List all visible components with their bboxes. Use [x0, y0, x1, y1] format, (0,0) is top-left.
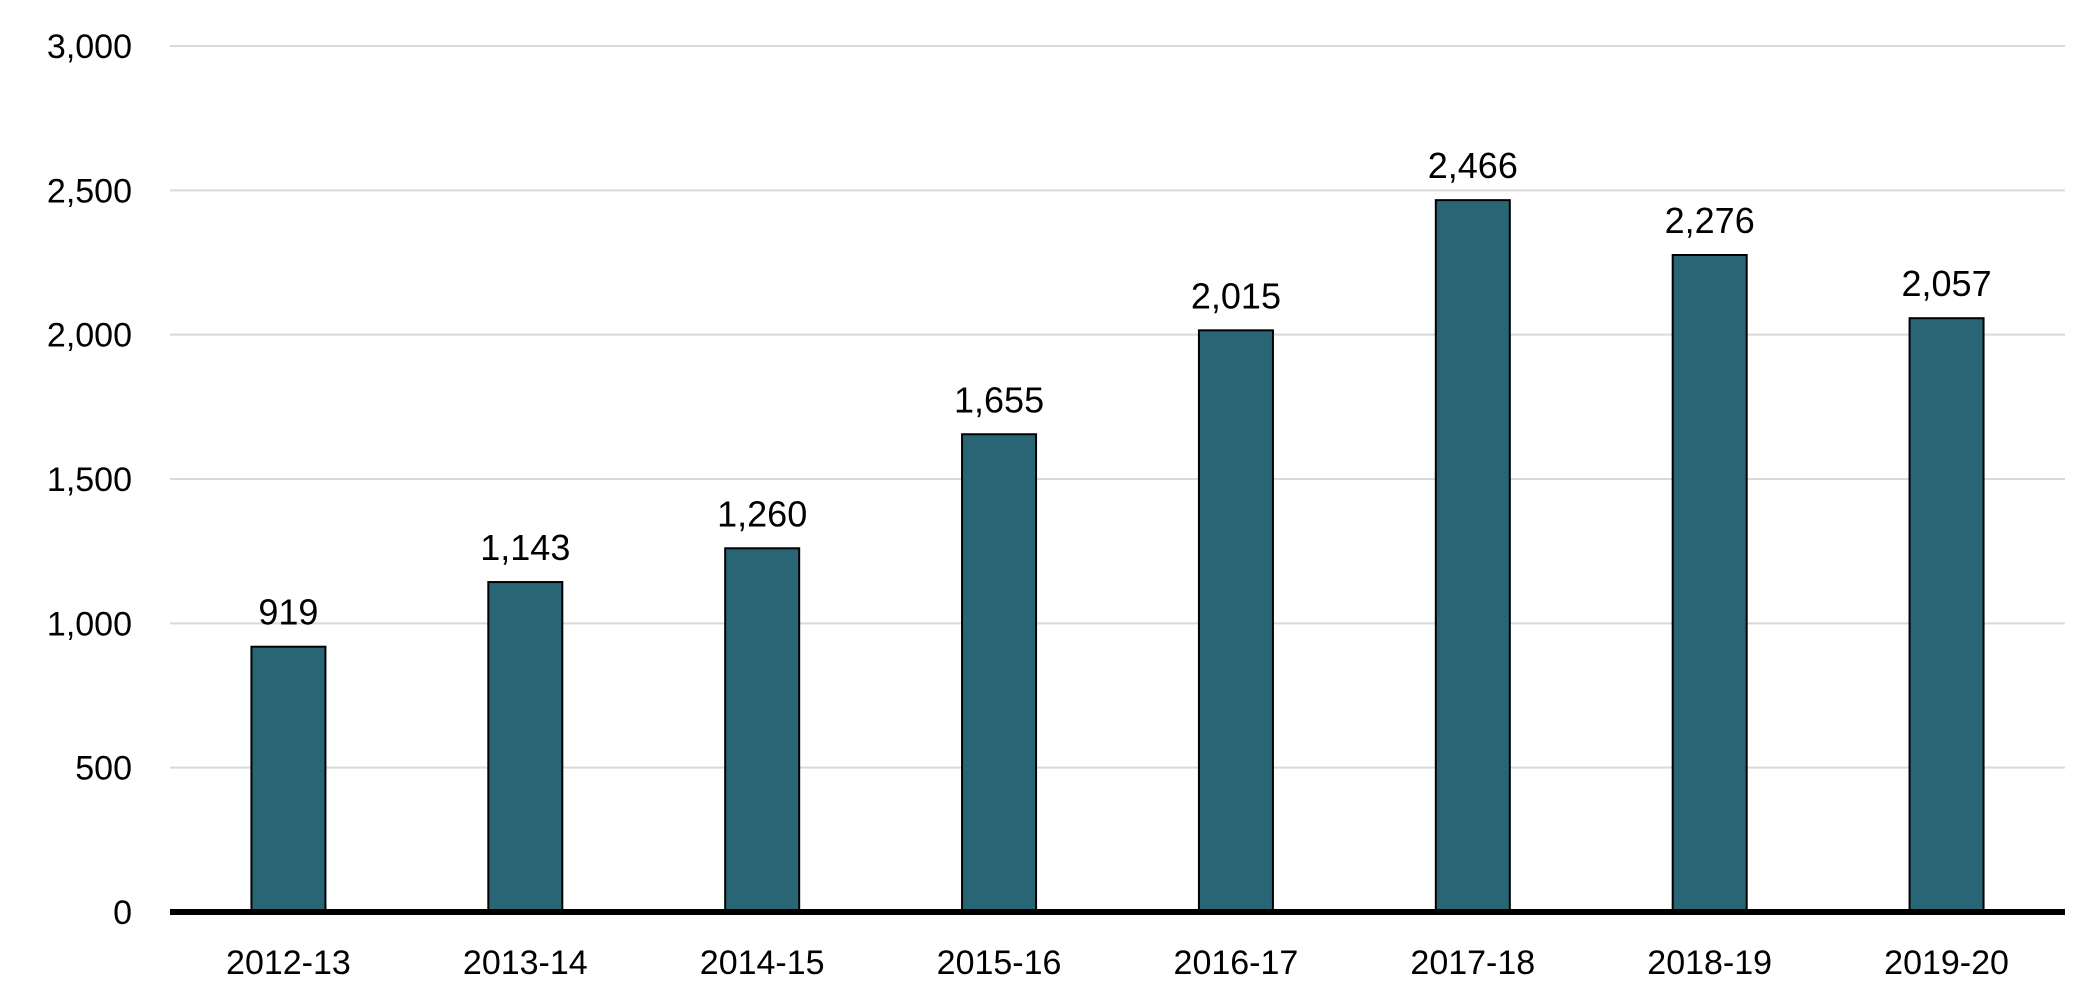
data-label: 1,143 [480, 527, 570, 568]
bar-2018-19 [1671, 253, 1748, 913]
bar-2015-16 [961, 433, 1038, 913]
bar-2013-14 [487, 581, 564, 914]
data-label: 1,655 [954, 379, 1044, 420]
x-tick-label: 2019-20 [1884, 944, 2009, 982]
y-tick-label: 2,000 [47, 317, 132, 355]
x-axis-tick-labels: 2012-13 2013-14 2014-15 2015-16 2016-17 2017-… [226, 944, 2009, 982]
x-tick-label: 2014-15 [700, 944, 825, 982]
gridlines [170, 45, 2065, 769]
data-label: 919 [258, 592, 318, 633]
data-label: 1,260 [717, 493, 807, 534]
x-tick-label: 2015-16 [937, 944, 1062, 982]
x-tick-label: 2017-18 [1410, 944, 1535, 982]
x-tick-label: 2013-14 [463, 944, 588, 982]
y-tick-label: 1,000 [47, 605, 132, 643]
x-tick-label: 2018-19 [1647, 944, 1772, 982]
y-tick-label: 3,000 [47, 28, 132, 66]
y-tick-label: 500 [75, 750, 132, 788]
x-tick-label: 2016-17 [1174, 944, 1299, 982]
x-tick-label: 2012-13 [226, 944, 351, 982]
bar-2019-20 [1908, 317, 1985, 914]
y-tick-label: 1,500 [47, 461, 132, 499]
bar-2017-18 [1434, 199, 1511, 913]
y-tick-label: 2,500 [47, 172, 132, 210]
data-label: 2,057 [1902, 263, 1992, 304]
bar-2014-15 [724, 547, 801, 914]
data-label: 2,466 [1428, 145, 1518, 186]
bar-2012-13 [250, 645, 327, 913]
data-label: 2,015 [1191, 275, 1281, 316]
data-labels: 919 1,143 1,260 1,655 2,015 2,466 2,276 2,057 [258, 145, 1991, 633]
bar-2016-17 [1197, 329, 1274, 913]
bars [250, 199, 1985, 914]
y-tick-label: 0 [113, 894, 132, 932]
data-label: 2,276 [1665, 200, 1755, 241]
y-axis-tick-labels: 0 500 1,000 1,500 2,000 2,500 3,000 [47, 28, 132, 932]
